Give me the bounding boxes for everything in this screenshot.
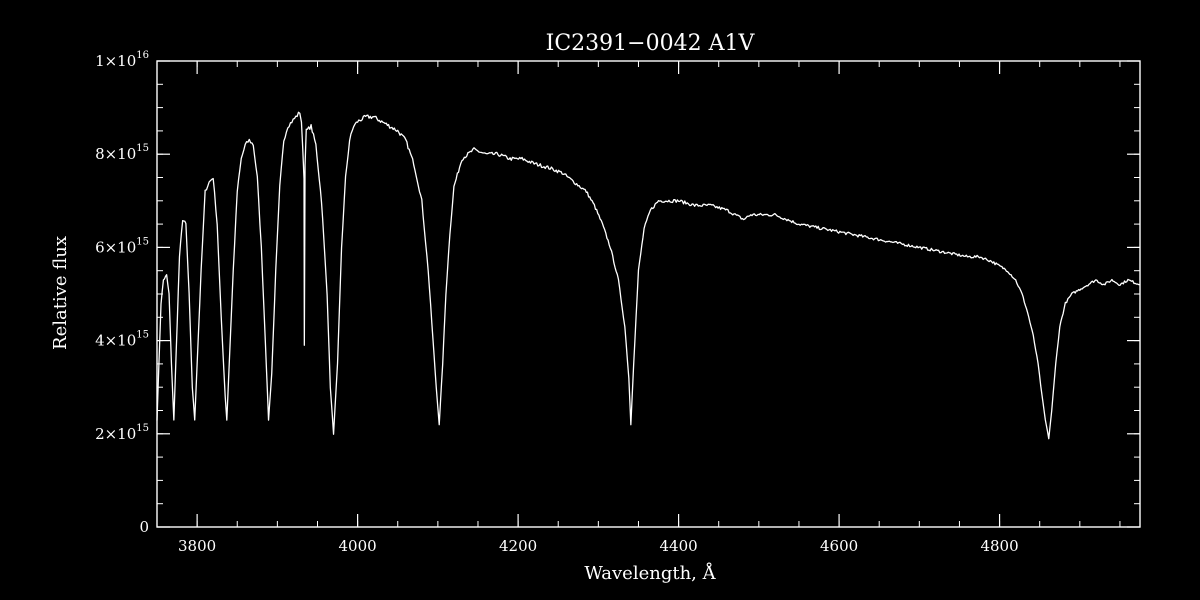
plot-frame [156, 60, 1141, 528]
y-tick-label: 8×1015 [95, 143, 149, 163]
y-tick-label: 6×1015 [95, 236, 149, 256]
y-tick-exponent: 15 [136, 236, 149, 247]
y-tick-mantissa: 2×10 [95, 425, 136, 443]
chart-title: IC2391−0042 A1V [546, 31, 756, 56]
x-axis-label: Wavelength, Å [584, 562, 716, 584]
x-tick-label: 4800 [980, 537, 1018, 555]
y-tick-exponent: 16 [136, 50, 149, 61]
y-tick-mantissa: 0 [139, 518, 149, 536]
y-axis-label: Relative flux [50, 236, 71, 350]
y-tick-exponent: 15 [136, 143, 149, 154]
y-tick-label: 0 [139, 518, 149, 536]
x-tick-label: 4200 [499, 537, 537, 555]
y-tick-label: 1×1016 [95, 50, 149, 70]
y-tick-mantissa: 4×10 [95, 332, 136, 350]
y-tick-exponent: 15 [136, 330, 149, 341]
x-tick-label: 4400 [659, 537, 697, 555]
y-tick-label: 2×1015 [95, 423, 149, 443]
x-tick-label: 4600 [820, 537, 858, 555]
spectrum-series [156, 111, 1141, 440]
y-tick-mantissa: 8×10 [95, 145, 136, 163]
tick-labels: 3800 4000 4200 4400 4600 480002×10154×10156×1… [95, 50, 1019, 555]
spectrum-line [156, 111, 1141, 440]
axis-ticks [156, 60, 1140, 528]
y-tick-label: 4×1015 [95, 330, 149, 350]
x-tick-label: 3800 [178, 537, 216, 555]
y-tick-mantissa: 6×10 [95, 238, 136, 256]
x-tick-label: 4000 [339, 537, 377, 555]
y-tick-exponent: 15 [136, 423, 149, 434]
y-tick-mantissa: 1×10 [95, 52, 136, 70]
